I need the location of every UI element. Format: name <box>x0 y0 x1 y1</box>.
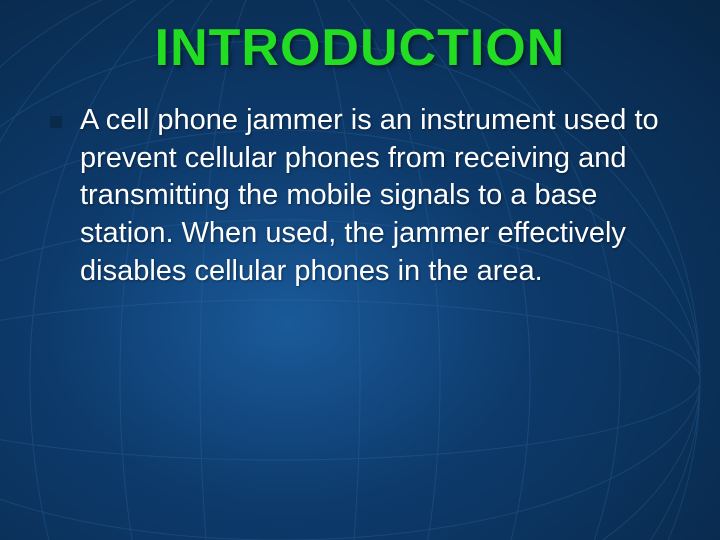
bullet-icon <box>50 116 62 128</box>
slide-container: INTRODUCTION A cell phone jammer is an i… <box>0 0 720 540</box>
bullet-row: A cell phone jammer is an instrument use… <box>40 102 680 290</box>
slide-title: INTRODUCTION <box>40 18 680 78</box>
body-text: A cell phone jammer is an instrument use… <box>80 102 680 290</box>
